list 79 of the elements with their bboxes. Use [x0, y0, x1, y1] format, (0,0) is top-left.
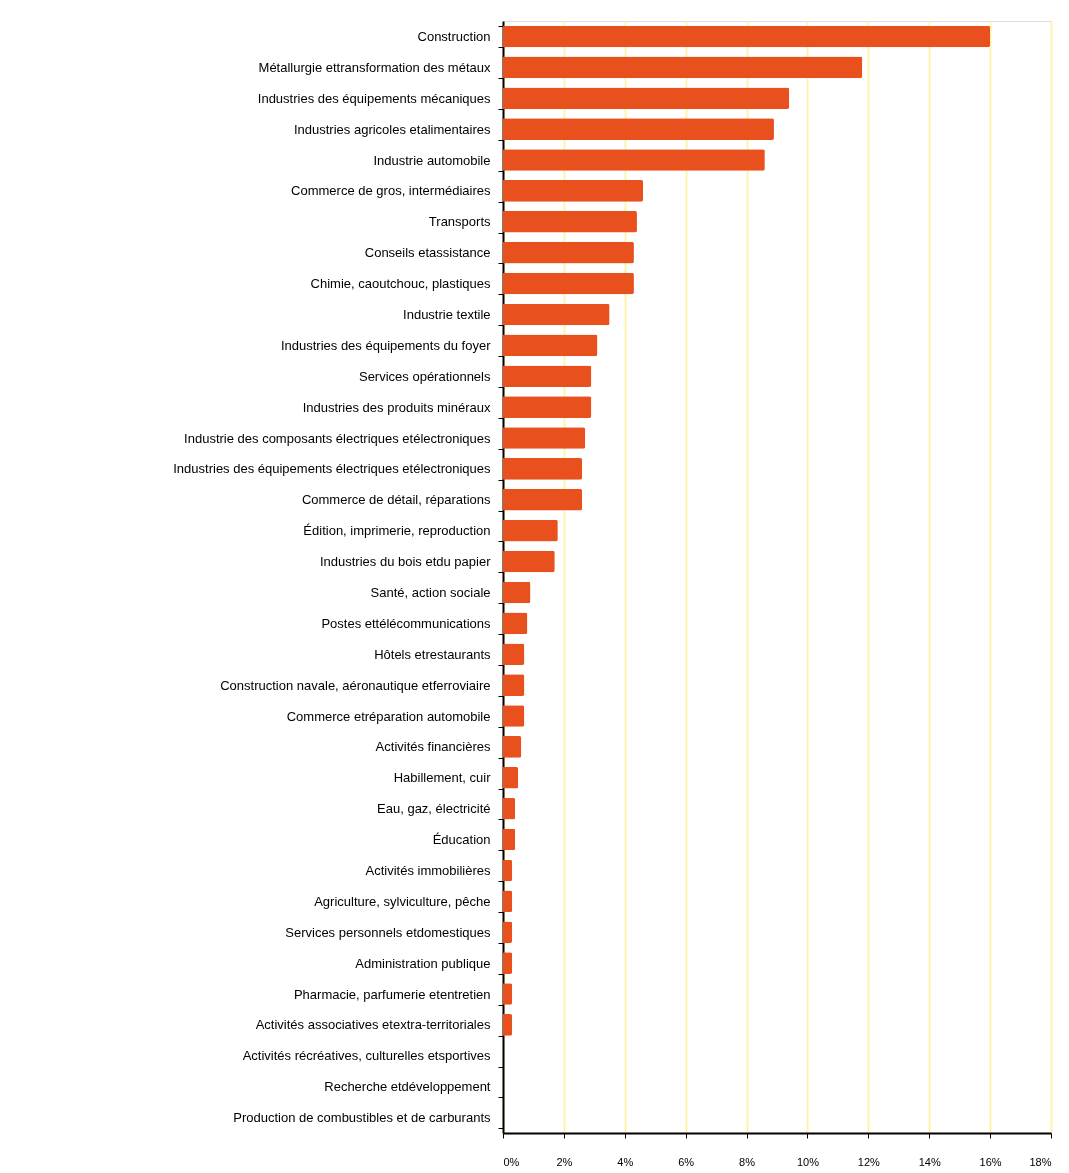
x-tick-label: 2%: [556, 1155, 573, 1168]
y-tick-label: Industries des produits minéraux: [302, 399, 491, 415]
bar: [503, 241, 634, 264]
bar: [503, 25, 991, 48]
y-tick-label: Éducation: [432, 832, 491, 848]
y-tick-label: Postes ettélécommunications: [321, 615, 491, 631]
y-tick-label: Industrie des composants électriques etélectroniques: [184, 430, 491, 446]
y-tick-label: Commerce etréparation automobile: [286, 708, 491, 724]
y-tick-label: Activités immobilières: [365, 862, 491, 878]
y-tick-label: Métallurgie ettransformation des métaux: [258, 59, 491, 75]
bar: [503, 921, 513, 944]
y-tick-label: Industries des équipements mécaniques: [257, 90, 491, 106]
bar: [503, 797, 516, 820]
bar: [503, 736, 522, 758]
y-tick-label: Édition, imprimerie, reproduction: [303, 523, 491, 539]
bar: [503, 118, 774, 140]
bar: [503, 674, 525, 696]
y-tick-label: Industries des équipements du foyer: [280, 337, 492, 353]
bar: [503, 983, 513, 1005]
bar: [503, 643, 525, 666]
bar: [503, 550, 555, 573]
x-tick-label: 12%: [857, 1155, 881, 1168]
bar: [503, 458, 583, 480]
y-tick-label: Construction: [417, 28, 491, 44]
x-tick-label: 0%: [503, 1155, 520, 1168]
y-tick-label: Industries des équipements électriques etélectroniques: [173, 461, 491, 477]
y-tick-label: Services opérationnels: [358, 368, 491, 384]
bar: [503, 334, 598, 357]
y-tick-label: Activités associatives etextra-territoriales: [255, 1017, 491, 1033]
bar: [503, 828, 516, 851]
y-tick-label: Construction navale, aéronautique etferroviaire: [220, 677, 491, 693]
bar: [503, 303, 610, 326]
bar: [503, 56, 863, 79]
bar: [503, 581, 531, 604]
y-tick-label: Activités récréatives, culturelles etsportives: [242, 1048, 491, 1064]
y-tick-label: Industrie automobile: [373, 152, 491, 168]
y-tick-label: Industrie textile: [403, 306, 491, 322]
x-tick-label: 14%: [918, 1155, 941, 1168]
y-tick-label: Eau, gaz, électricité: [377, 801, 491, 817]
y-tick-label: Pharmacie, parfumerie etentretien: [293, 986, 491, 1002]
y-tick-label: Industries agricoles etalimentaires: [293, 121, 491, 137]
y-tick-label: Conseils etassistance: [364, 245, 491, 261]
bar: [503, 365, 592, 388]
bar: [503, 488, 583, 511]
bar: [503, 149, 765, 171]
y-tick-label: Santé, action sociale: [370, 584, 491, 600]
x-tick-label: 4%: [617, 1155, 634, 1168]
y-tick-label: Chimie, caoutchouc, plastiques: [310, 276, 491, 292]
y-tick-label: Transports: [428, 214, 491, 230]
y-tick-label: Production de combustibles et de carburants: [233, 1110, 491, 1126]
x-tick-label: 16%: [979, 1155, 1002, 1168]
y-tick-label: Hôtels etrestaurants: [374, 646, 491, 662]
y-tick-label: Habillement, cuir: [393, 770, 492, 786]
y-tick-label: Commerce de détail, réparations: [301, 492, 491, 508]
bar: [503, 1014, 513, 1036]
x-tick-label: 18%: [1029, 1155, 1052, 1168]
bar: [503, 210, 637, 233]
y-tick-label: Industries du bois etdu papier: [319, 554, 492, 570]
y-tick-label: Commerce de gros, intermédiaires: [291, 183, 491, 199]
y-tick-label: Services personnels etdomestiques: [285, 924, 491, 940]
bar: [503, 272, 634, 295]
bar: [503, 519, 558, 542]
y-tick-label: Agriculture, sylviculture, pêche: [314, 893, 491, 909]
bar: [503, 427, 586, 449]
bar: [503, 396, 592, 418]
x-tick-label: 10%: [796, 1155, 820, 1168]
y-tick-label: Administration publique: [355, 955, 491, 971]
bar: [503, 180, 644, 202]
bar: [503, 87, 790, 110]
bar: [503, 890, 513, 913]
y-tick-label: Activités financières: [375, 739, 491, 755]
x-tick-label: 8%: [739, 1155, 756, 1168]
bar: [503, 612, 528, 635]
bar: [503, 859, 513, 882]
bar: [503, 952, 513, 974]
y-tick-label: Recherche etdéveloppement: [324, 1079, 491, 1095]
x-tick-label: 6%: [678, 1155, 695, 1168]
bar: [503, 766, 519, 789]
bar: [503, 705, 525, 727]
